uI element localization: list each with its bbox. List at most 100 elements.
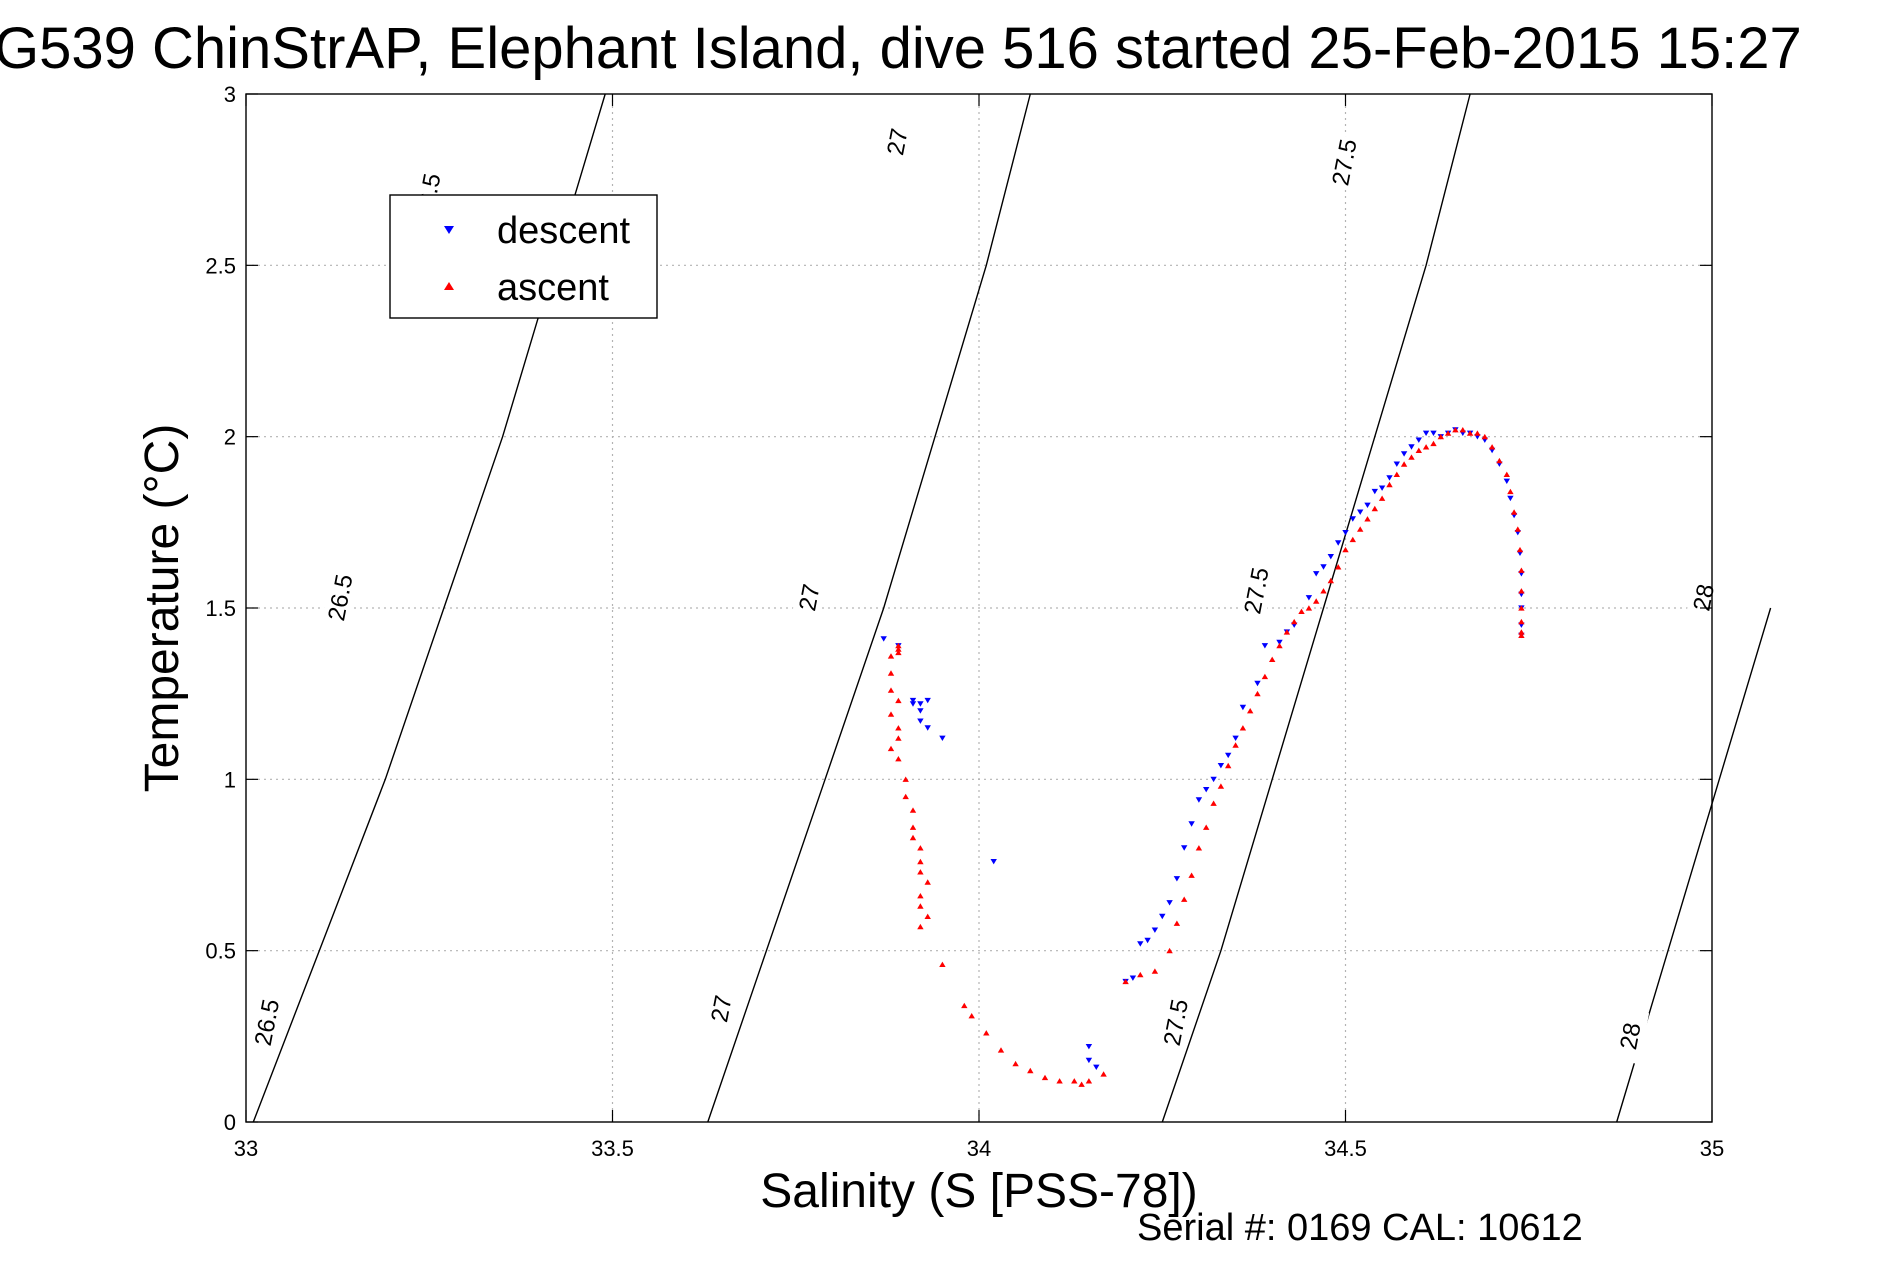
- descent-point: [924, 725, 931, 731]
- ascent-point: [1378, 495, 1386, 501]
- descent-point: [1181, 845, 1188, 851]
- descent-point: [917, 701, 924, 707]
- descent-point: [1217, 763, 1225, 769]
- ascent-point: [1012, 1060, 1019, 1067]
- ascent-point: [1400, 461, 1408, 467]
- ascent-point: [924, 913, 931, 919]
- data-points: [880, 427, 1525, 1087]
- contour-label-bg: [1611, 1007, 1650, 1065]
- ascent-point: [1247, 708, 1254, 714]
- descent-point: [1203, 787, 1210, 793]
- ascent-point: [1327, 577, 1334, 584]
- y-tick-label: 2: [224, 425, 236, 450]
- descent-point: [1313, 571, 1320, 577]
- contour-label: 27: [706, 993, 738, 1024]
- ascent-point: [1151, 968, 1159, 974]
- x-tick-label: 35: [1700, 1136, 1724, 1161]
- ascent-point: [1166, 947, 1173, 954]
- ascent-point: [1261, 673, 1269, 680]
- y-tick-label: 3: [224, 82, 236, 107]
- y-tick-label: 0.5: [205, 939, 236, 964]
- contour-label-bg: [321, 569, 360, 626]
- contour-label-bg: [1237, 562, 1276, 619]
- ascent-point: [1386, 481, 1393, 488]
- descent-point: [1400, 451, 1408, 457]
- ascent-point: [887, 687, 895, 693]
- ascent-point: [909, 834, 917, 841]
- ascent-point: [1181, 896, 1188, 902]
- ascent-point: [895, 642, 902, 649]
- contour-label-bg: [702, 980, 741, 1037]
- x-tick-label: 34.5: [1324, 1136, 1367, 1161]
- legend-ascent-label: ascent: [497, 267, 609, 309]
- x-tick-label: 33: [234, 1136, 258, 1161]
- ascent-point: [1100, 1071, 1107, 1077]
- ascent-point: [1466, 430, 1474, 436]
- ascent-point: [902, 776, 909, 782]
- ascent-point: [997, 1047, 1005, 1053]
- y-tick-label: 1: [224, 767, 236, 792]
- descent-point: [1393, 461, 1400, 467]
- ascent-point: [1503, 471, 1510, 477]
- descent-point: [1129, 975, 1137, 981]
- descent-point: [1173, 876, 1181, 882]
- contour-label-bg: [1325, 134, 1364, 191]
- ascent-point: [1342, 546, 1349, 553]
- contour-label: 27: [882, 126, 914, 157]
- ascent-point: [968, 1013, 975, 1019]
- contour-label-group: 27.5: [1237, 562, 1276, 619]
- descent-point: [909, 697, 917, 704]
- ascent-point: [1027, 1067, 1034, 1074]
- ascent-point: [1364, 516, 1371, 522]
- y-axis-label: Temperature (°C): [136, 424, 189, 793]
- descent-point: [1335, 540, 1342, 546]
- contour-label-bg: [248, 994, 286, 1051]
- descent-point: [1093, 1064, 1100, 1070]
- descent-point: [1386, 475, 1393, 481]
- y-tick-label: 0: [224, 1110, 236, 1135]
- ascent-point: [895, 735, 902, 741]
- descent-point: [1430, 430, 1437, 436]
- descent-point: [1261, 643, 1269, 649]
- ascent-point: [887, 745, 895, 752]
- y-tick-label: 2.5: [205, 253, 236, 278]
- descent-point: [917, 718, 924, 724]
- ascent-point: [1305, 605, 1313, 611]
- ascent-point: [961, 1002, 968, 1009]
- ascent-point: [1393, 471, 1400, 477]
- ascent-point: [917, 923, 924, 930]
- ascent-point: [895, 756, 902, 762]
- ascent-point: [1210, 800, 1217, 806]
- ascent-point: [895, 646, 902, 652]
- descent-point: [1254, 680, 1261, 687]
- ascent-point: [1239, 725, 1247, 731]
- contour-label-group: 28: [1611, 1007, 1650, 1065]
- ascent-point: [1444, 430, 1452, 436]
- ascent-point: [1474, 430, 1481, 436]
- descent-point: [1371, 488, 1378, 495]
- ascent-point: [1173, 920, 1181, 926]
- grid-lines: [246, 94, 1712, 1122]
- descent-point: [1422, 430, 1430, 436]
- ascent-point: [909, 824, 917, 830]
- legend-ascent-marker: [444, 282, 454, 290]
- descent-point: [1415, 437, 1422, 443]
- ascent-point: [1291, 618, 1298, 625]
- contour-label-group: 27: [790, 569, 829, 626]
- ascent-point: [917, 893, 924, 899]
- descent-point: [1144, 937, 1151, 944]
- descent-point: [1305, 595, 1313, 601]
- legend-descent-label: descent: [497, 210, 631, 252]
- descent-point: [909, 701, 917, 707]
- ascent-point: [1516, 546, 1524, 553]
- ascent-point: [924, 879, 931, 885]
- ascent-point: [1137, 971, 1144, 978]
- descent-point: [1210, 776, 1217, 783]
- ascent-point: [895, 725, 902, 731]
- descent-point: [939, 735, 946, 741]
- descent-point: [1507, 495, 1514, 502]
- ascent-point: [895, 649, 902, 656]
- descent-point: [1232, 735, 1239, 741]
- ascent-point: [1217, 783, 1225, 789]
- descent-point: [1166, 900, 1173, 906]
